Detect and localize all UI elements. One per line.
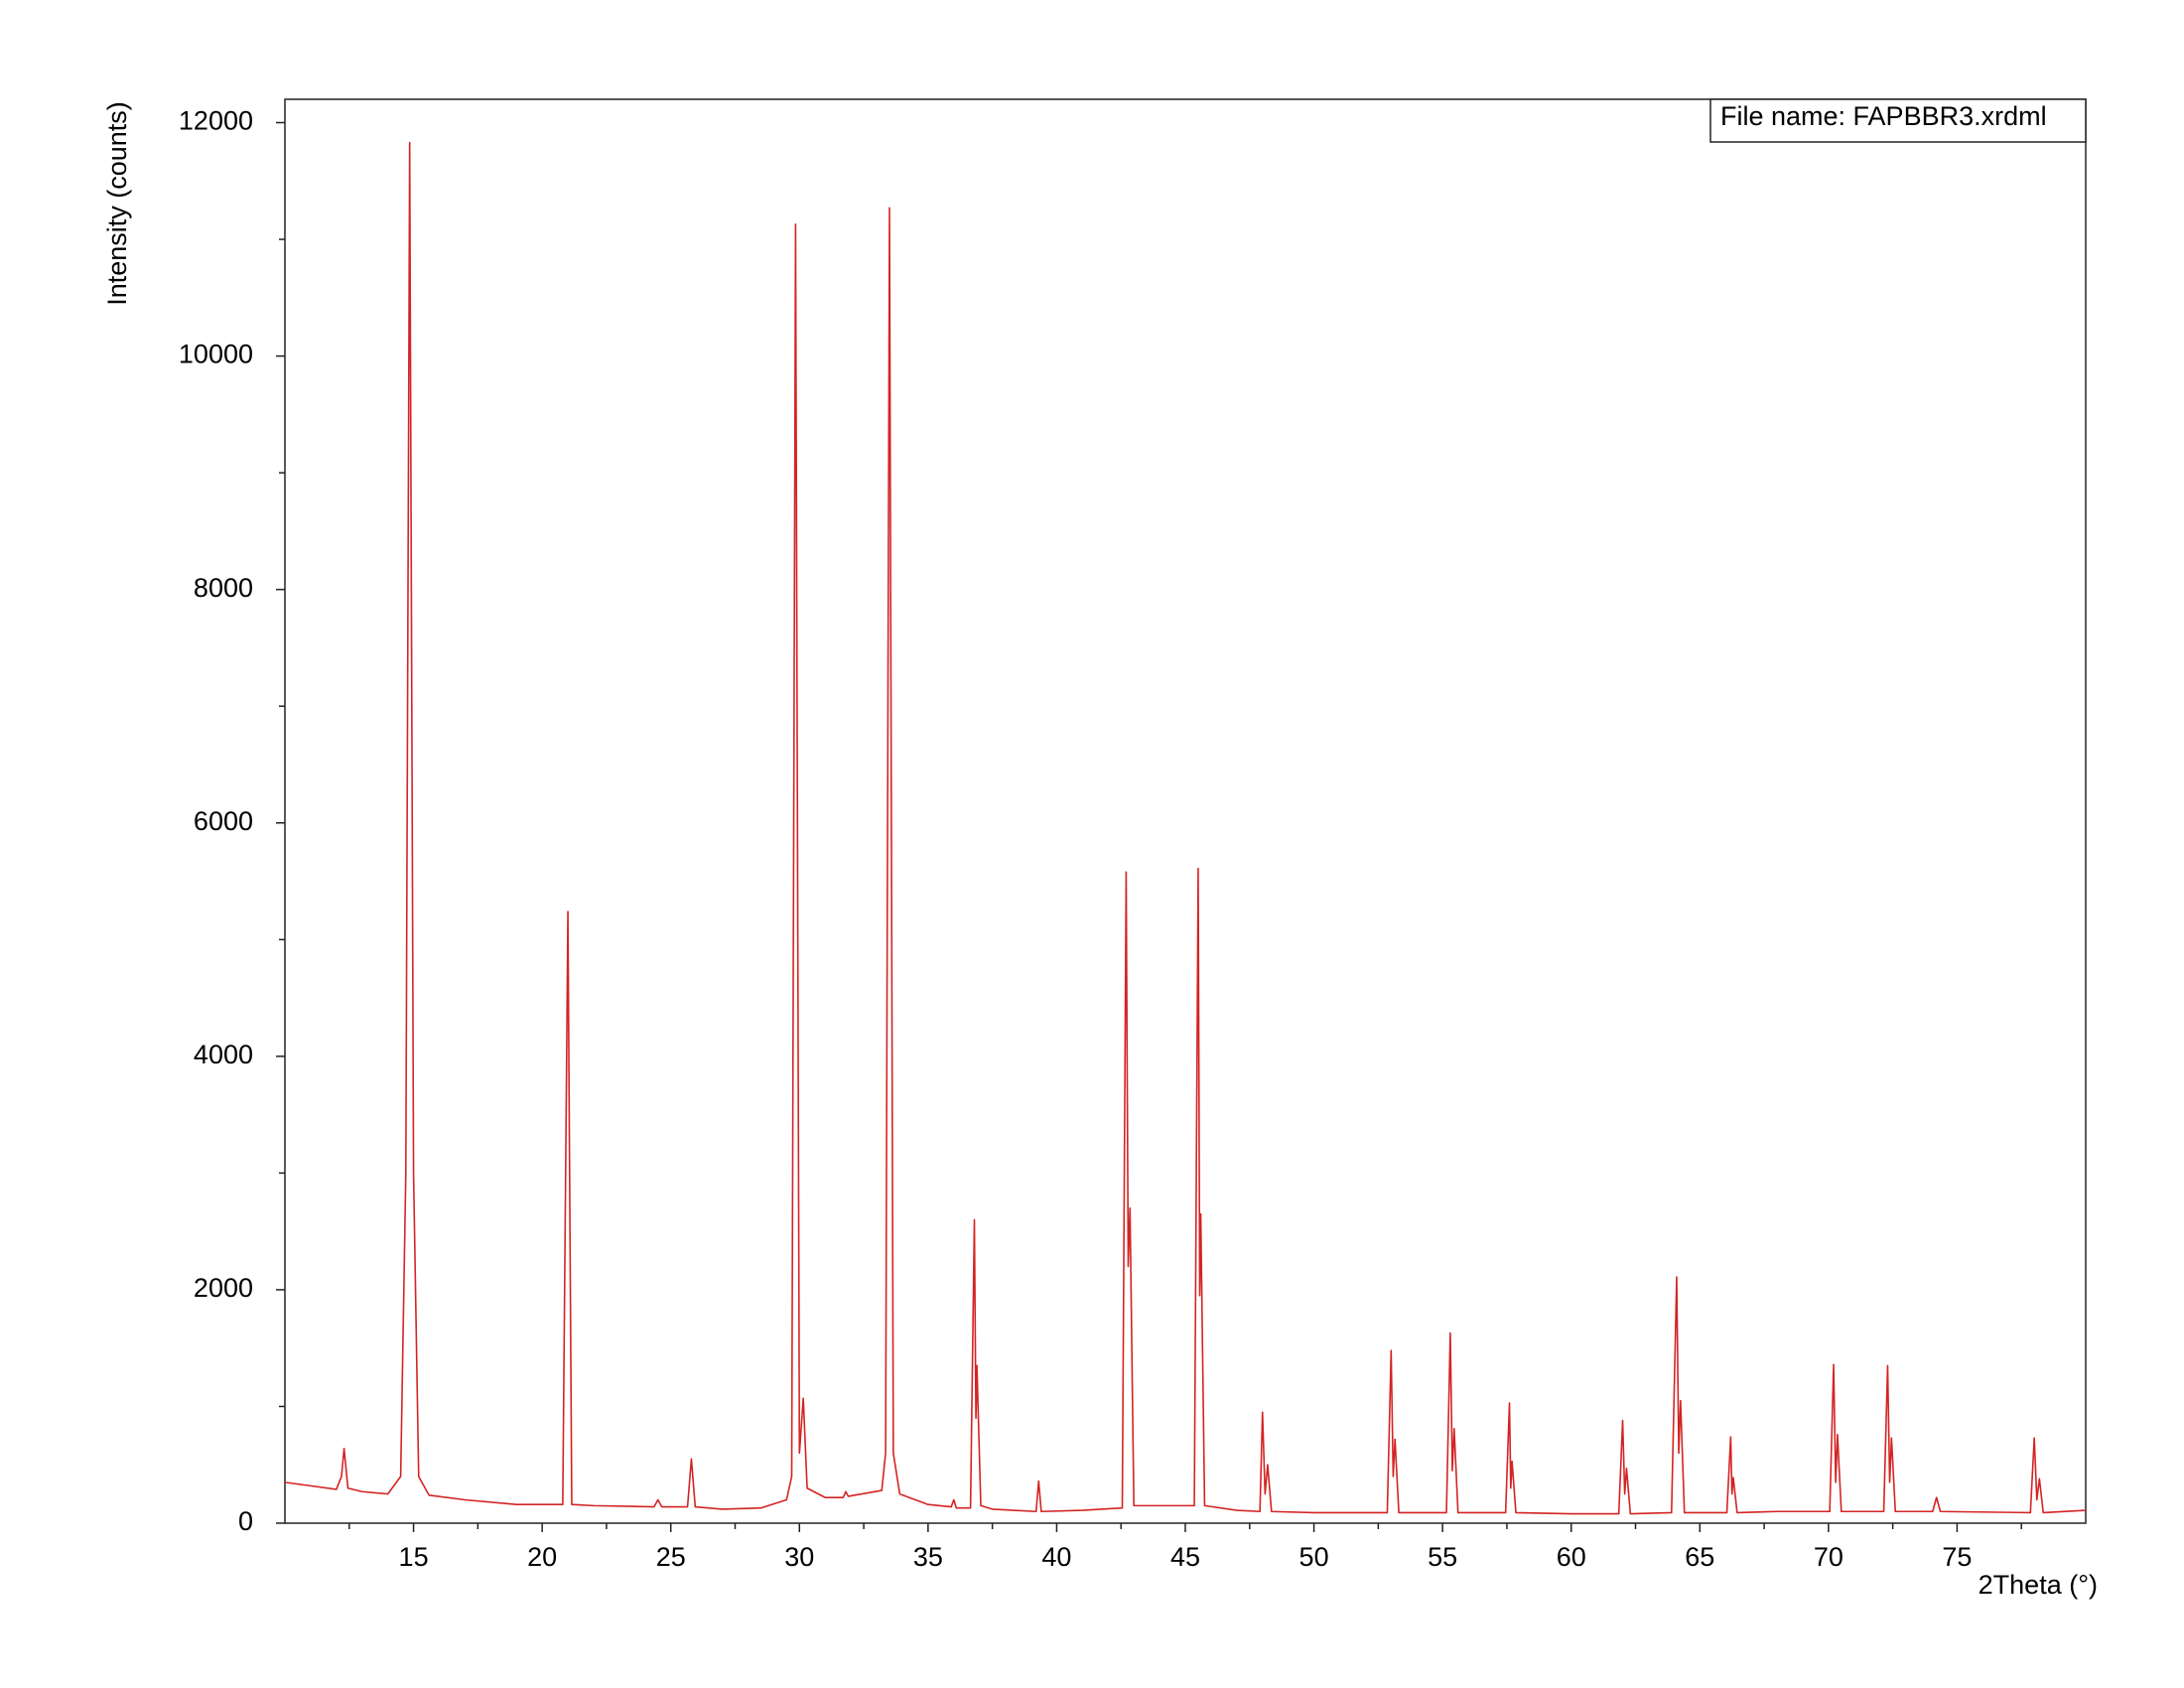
y-tick-label: 4000 <box>194 1040 253 1069</box>
y-tick-label: 0 <box>238 1506 253 1536</box>
y-tick-label: 2000 <box>194 1273 253 1303</box>
x-tick-label: 70 <box>1814 1542 1843 1572</box>
y-tick-label: 8000 <box>194 573 253 603</box>
y-tick-label: 10000 <box>179 340 253 369</box>
x-axis-label: 2Theta (°) <box>1979 1570 2098 1600</box>
x-tick-label: 45 <box>1170 1542 1200 1572</box>
annotation-box <box>1709 98 2087 143</box>
x-tick-label: 75 <box>1942 1542 1972 1572</box>
y-axis-label: Intensity (counts) <box>102 101 132 306</box>
x-tick-label: 35 <box>913 1542 943 1572</box>
annotation: File name: FAPBBR3.xrdml <box>1720 101 2047 131</box>
x-tick-label: 65 <box>1685 1542 1714 1572</box>
x-tick-label: 30 <box>784 1542 814 1572</box>
data-line <box>284 141 2087 1515</box>
y-tick-label: 12000 <box>179 106 253 136</box>
x-tick-label: 55 <box>1428 1542 1457 1572</box>
x-tick-label: 15 <box>399 1542 429 1572</box>
x-tick-label: 20 <box>527 1542 557 1572</box>
x-tick-label: 40 <box>1041 1542 1071 1572</box>
y-tick-label: 6000 <box>194 806 253 836</box>
x-tick-label: 50 <box>1299 1542 1329 1572</box>
x-tick-label: 60 <box>1557 1542 1586 1572</box>
x-tick-label: 25 <box>656 1542 686 1572</box>
